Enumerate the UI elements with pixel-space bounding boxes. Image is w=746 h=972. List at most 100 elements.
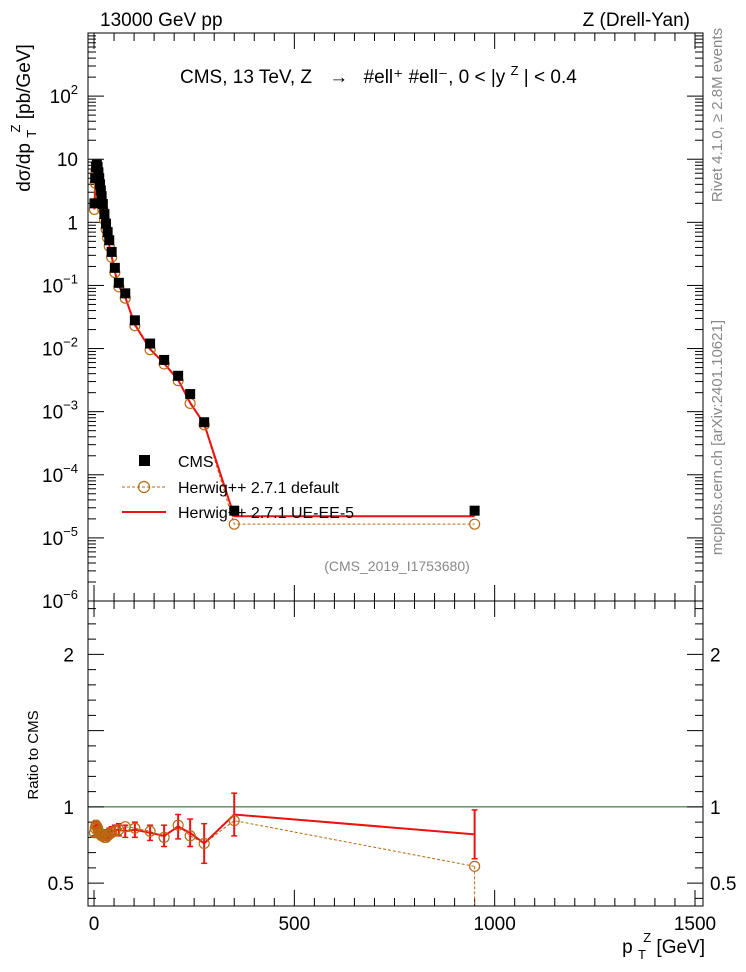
ratio-y-tick-label-right: 2 — [710, 645, 721, 666]
x-axis-label: p T Z [GeV] — [622, 926, 705, 964]
ratio-point-default — [113, 824, 125, 836]
point-cms — [101, 218, 112, 229]
point-cms — [129, 315, 140, 326]
x-tick-label: 1000 — [474, 914, 516, 935]
y-tick-label-exp: 2 — [71, 82, 78, 97]
point-cms — [104, 235, 115, 246]
legend-cms-marker — [139, 455, 150, 466]
y-tick-label-exp: −6 — [63, 587, 78, 602]
ratio-point-default — [103, 828, 115, 840]
ratio-axis-ticks — [88, 601, 703, 906]
y-tick-label: 10−2 — [42, 335, 78, 361]
main-y-label-sub: T — [24, 130, 39, 138]
y-tick-label-exp: −4 — [63, 461, 78, 476]
chart-title-tail: | < 0.4 — [524, 67, 577, 88]
side-label-rivet: Rivet 4.1.0, ≥ 2.8M events — [709, 28, 726, 202]
point-cms — [145, 338, 156, 349]
ratio-series — [88, 792, 481, 905]
main-y-axis-label: dσ/dp T Z [pb/GeV] — [4, 44, 41, 191]
header-left: 13000 GeV pp — [100, 10, 223, 31]
y-tick-label-exp: −2 — [63, 335, 78, 350]
legend-default-marker — [137, 480, 151, 494]
point-cms — [102, 227, 113, 238]
ratio-point-default — [172, 819, 184, 831]
y-tick-label-base: 10 — [50, 87, 71, 108]
point-cms — [185, 389, 196, 400]
x-tick-label: 1500 — [674, 914, 716, 935]
y-tick-label-base: 10 — [42, 592, 63, 613]
point-cms — [96, 191, 107, 202]
y-tick-label-base: 10 — [42, 276, 63, 297]
y-tick-label-exp: −3 — [63, 398, 78, 413]
ratio-line-ueee5 — [93, 813, 475, 845]
y-tick-label: 10 — [57, 150, 78, 171]
point-cms — [97, 199, 108, 210]
y-tick-label-base: 10 — [57, 150, 78, 171]
side-label-mcplots: mcplots.cern.ch [arXiv:2401.10621] — [709, 320, 726, 555]
y-tick-label-base: 10 — [42, 340, 63, 361]
y-tick-label-base: 1 — [67, 213, 78, 234]
ratio-point-default — [158, 831, 170, 843]
chart-title-main: CMS, 13 TeV, Z — [180, 67, 312, 88]
main-y-label-sup: Z — [8, 125, 23, 133]
chart-title-arrow: → — [329, 67, 348, 88]
ratio-point-default — [184, 830, 196, 842]
point-cms — [93, 167, 104, 178]
chart-title: CMS, 13 TeV, Z → #ell⁺ #ell⁻, 0 < |y Z |… — [180, 59, 577, 88]
y-tick-label-base: 10 — [42, 403, 63, 424]
y-tick-label: 10−5 — [42, 524, 78, 550]
y-tick-label: 10−6 — [42, 587, 78, 613]
y-tick-label: 102 — [50, 82, 78, 108]
point-cms — [92, 162, 103, 173]
ratio-y-tick-label: 0.5 — [48, 874, 74, 895]
ratio-y-tick-label: 1 — [63, 798, 74, 819]
main-series — [88, 159, 481, 530]
ratio-point-default — [469, 860, 481, 872]
x-tick-labels: 0 500 1000 1500 — [89, 914, 716, 935]
point-cms — [120, 288, 131, 299]
ratio-y-tick-labels: 0.5 0.5 1 1 2 2 — [48, 645, 737, 895]
point-cms — [106, 246, 117, 257]
ratio-panel-frame — [87, 600, 704, 907]
ratio-point-default — [228, 814, 240, 827]
legend: CMS Herwig++ 2.7.1 default Herwig++ 2.7.… — [122, 454, 354, 522]
main-y-label-unit: [pb/GeV] — [14, 44, 35, 119]
y-tick-label: 1 — [67, 213, 78, 234]
x-label-main: p — [622, 937, 633, 958]
x-label-unit: [GeV] — [656, 937, 705, 958]
point-default — [228, 518, 240, 530]
watermark: (CMS_2019_I1753680) — [324, 558, 470, 574]
point-cms — [229, 505, 240, 516]
ratio-y-tick-label-right: 1 — [710, 798, 721, 819]
ratio-y-axis-label: Ratio to CMS — [25, 710, 42, 799]
point-cms — [95, 185, 106, 196]
y-tick-label: 10−3 — [42, 398, 78, 424]
point-cms — [113, 277, 124, 288]
ratio-line-default — [93, 820, 475, 867]
header-right: Z (Drell-Yan) — [583, 10, 690, 31]
ratio-point-default — [129, 822, 141, 834]
ratio-point-default — [144, 825, 156, 837]
y-tick-label: 10−1 — [42, 271, 78, 297]
point-cms — [95, 179, 106, 190]
legend-default-label: Herwig++ 2.7.1 default — [178, 480, 340, 497]
chart-title-sup: Z — [511, 63, 519, 78]
point-cms — [109, 262, 120, 273]
y-tick-label-base: 10 — [42, 529, 63, 550]
y-tick-label-exp: −1 — [63, 271, 78, 286]
main-y-label-main: dσ/dp — [14, 143, 35, 192]
point-cms — [159, 354, 170, 365]
legend-ueee5-label: Herwig++ 2.7.1 UE-EE-5 — [178, 505, 354, 522]
x-label-sub: T — [638, 947, 646, 962]
x-label-sup: Z — [643, 930, 651, 945]
y-tick-label-base: 10 — [42, 466, 63, 487]
point-cms — [199, 417, 210, 428]
point-cms — [173, 370, 184, 381]
point-cms — [89, 198, 100, 209]
point-cms — [94, 173, 105, 184]
point-default — [469, 518, 481, 530]
y-tick-label-exp: −5 — [63, 524, 78, 539]
